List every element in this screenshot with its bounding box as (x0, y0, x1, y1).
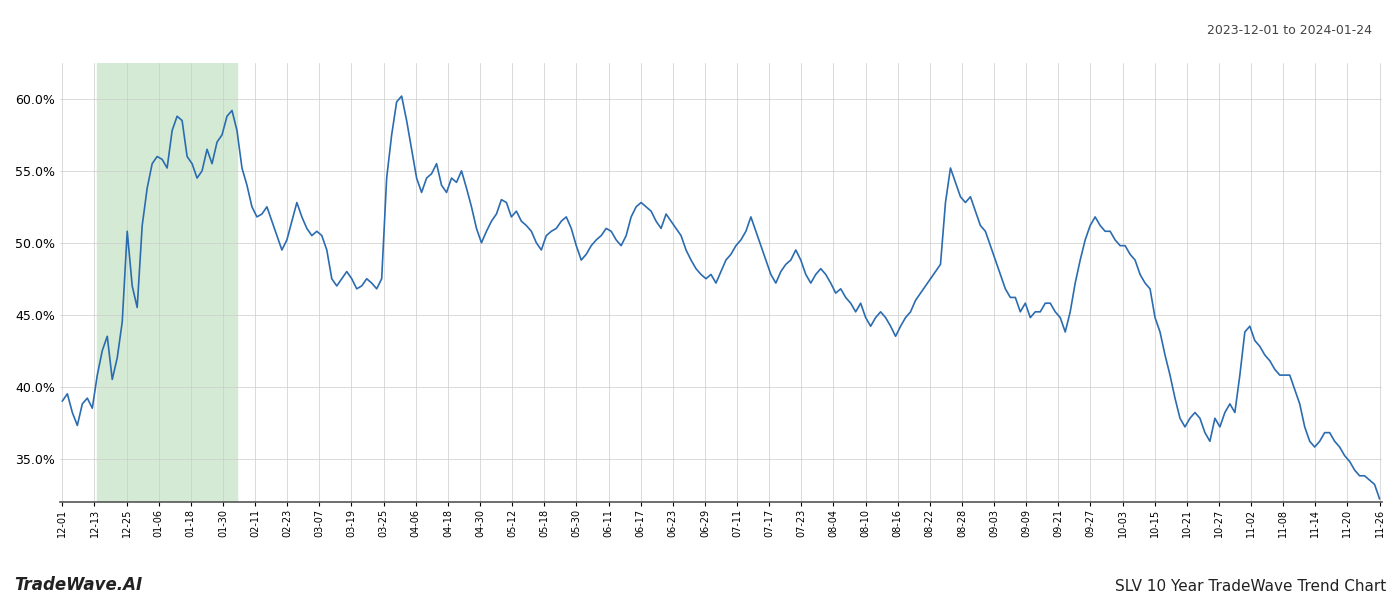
Bar (97, 63, 237, 502)
Text: TradeWave.AI: TradeWave.AI (14, 576, 143, 594)
Text: 2023-12-01 to 2024-01-24: 2023-12-01 to 2024-01-24 (1207, 24, 1372, 37)
Text: SLV 10 Year TradeWave Trend Chart: SLV 10 Year TradeWave Trend Chart (1114, 579, 1386, 594)
